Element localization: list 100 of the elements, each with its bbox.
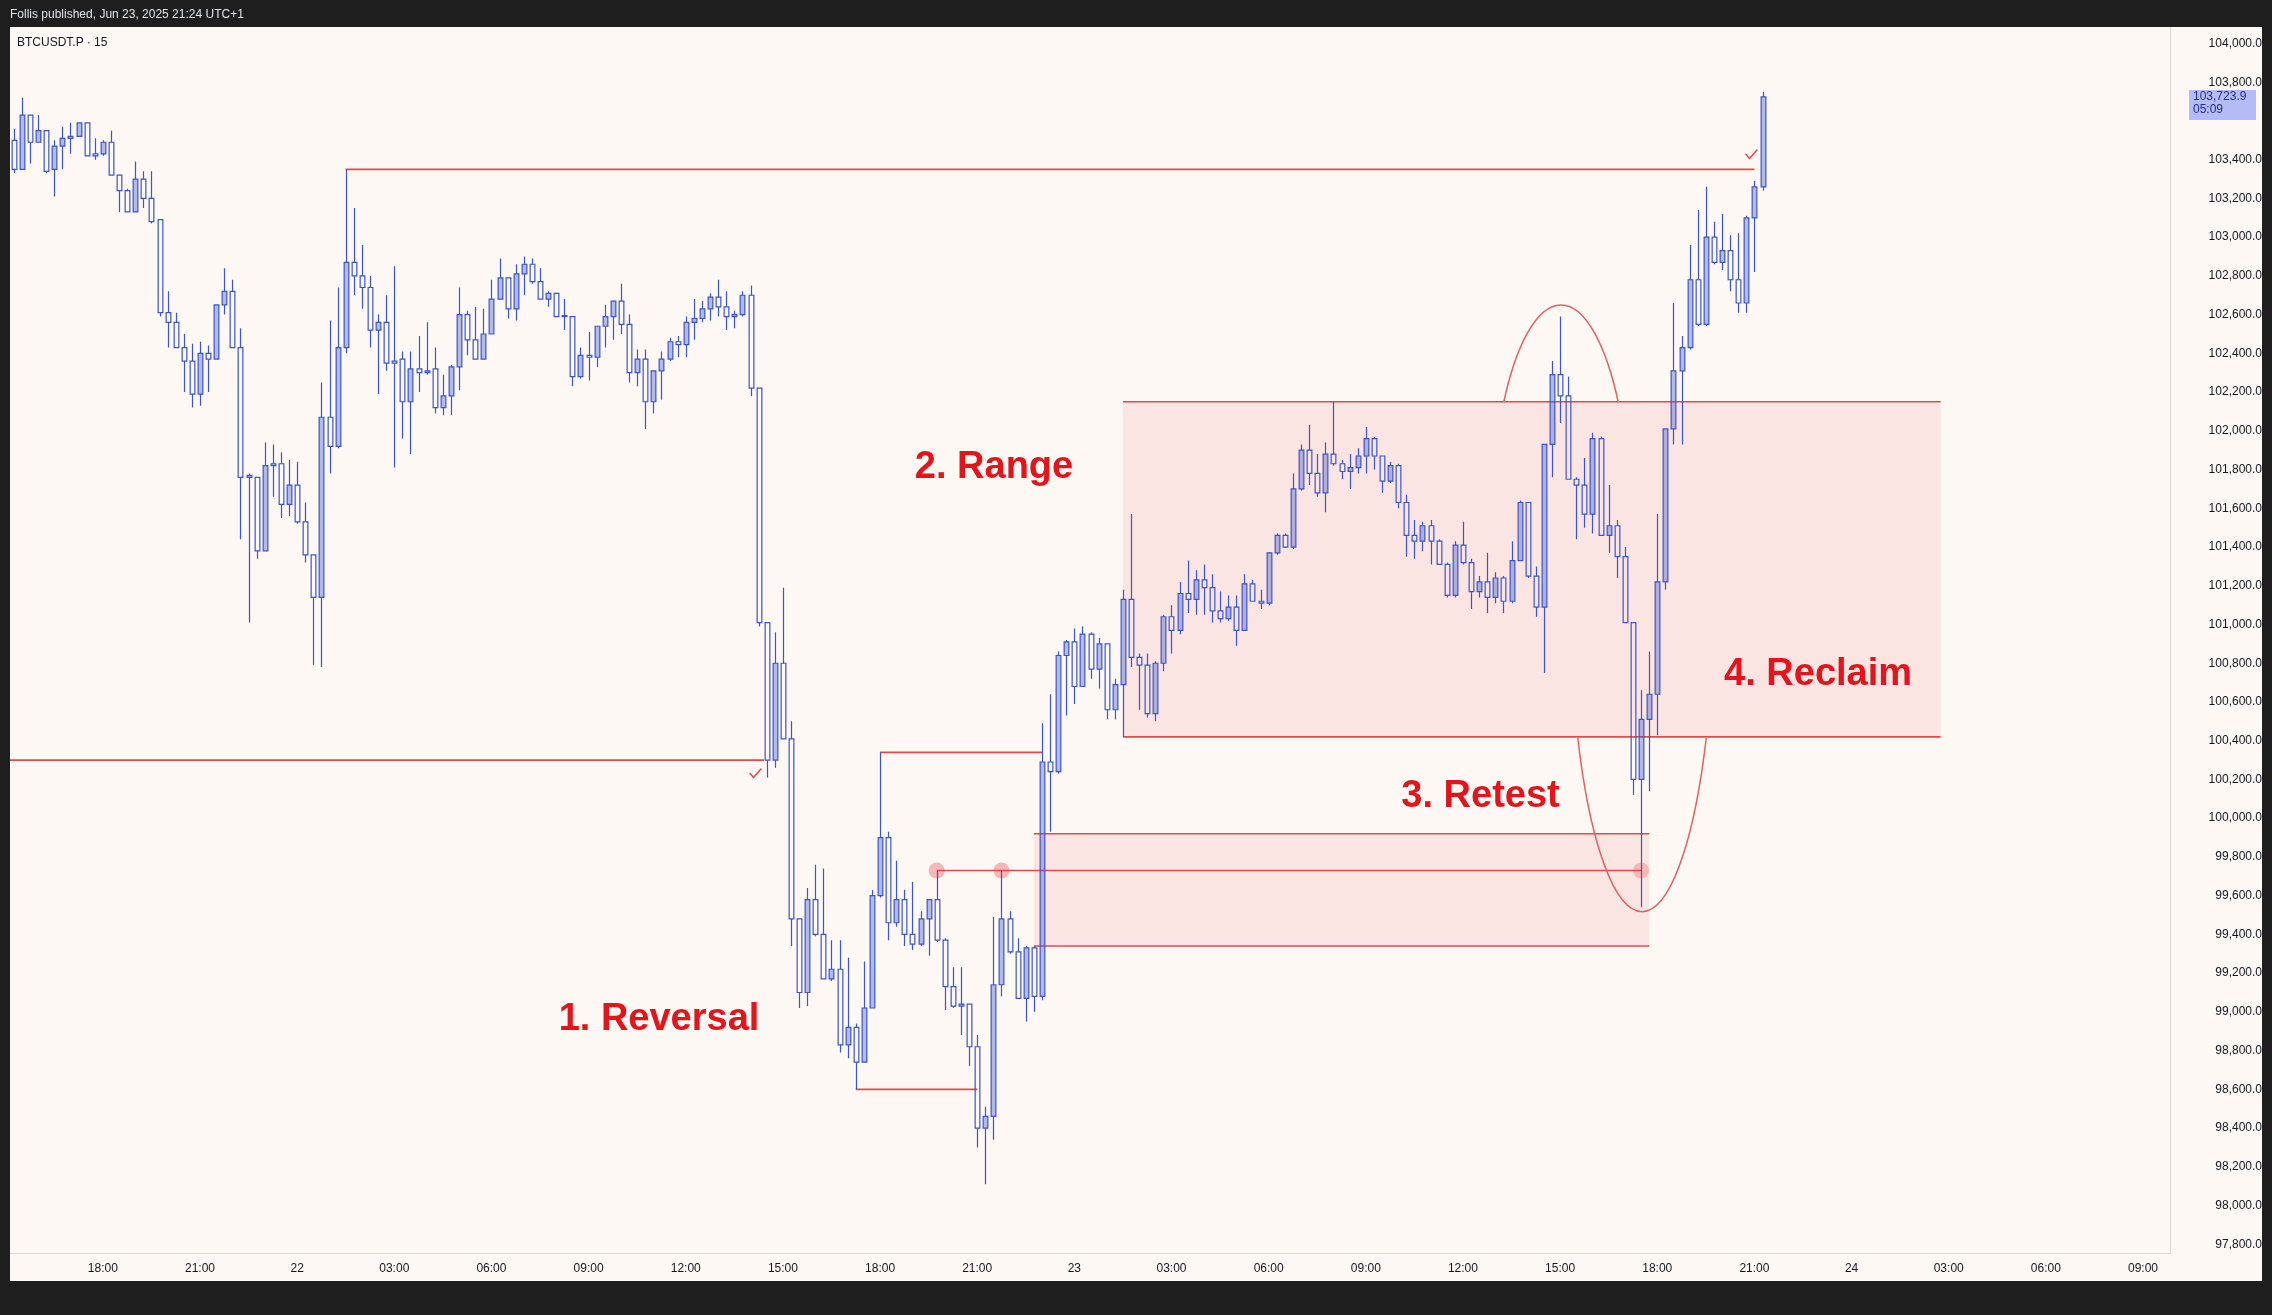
y-tick-label: 101,600.0	[2208, 500, 2263, 515]
candlestick	[359, 244, 366, 310]
x-tick-label: 09:00	[1350, 1260, 1382, 1275]
y-tick-label: 102,600.0	[2208, 306, 2263, 321]
x-tick-label: 22	[290, 1260, 305, 1275]
annotation: 4. Reclaim	[1724, 651, 1913, 694]
candlestick	[934, 869, 941, 943]
candlestick	[1047, 693, 1054, 833]
candlestick	[1735, 232, 1742, 314]
candlestick	[189, 343, 196, 409]
candlestick	[1233, 594, 1240, 647]
candlestick	[715, 279, 722, 318]
candlestick	[278, 451, 285, 519]
y-tick-label: 98,000.0	[2215, 1197, 2263, 1212]
candlestick	[399, 350, 406, 440]
x-tick-label: 15:00	[767, 1260, 799, 1275]
candlestick	[853, 1022, 860, 1090]
candlestick	[1168, 604, 1175, 655]
candlestick	[1201, 563, 1208, 616]
x-tick-label: 09:00	[2128, 1260, 2159, 1275]
y-tick-label: 99,400.0	[2215, 926, 2263, 941]
candlestick	[1557, 315, 1564, 424]
y-tick-label: 101,800.0	[2208, 461, 2263, 476]
y-tick-label: 102,800.0	[2208, 268, 2263, 283]
candlestick	[642, 348, 649, 430]
y-tick-label: 100,800.0	[2208, 655, 2263, 670]
y-tick-label: 98,800.0	[2215, 1042, 2263, 1057]
candlestick	[116, 174, 123, 213]
y-tick-label: 104,000.0	[2208, 35, 2263, 50]
candlestick	[294, 461, 301, 525]
x-tick-label: 21:00	[962, 1260, 993, 1275]
y-tick-label: 98,600.0	[2215, 1081, 2263, 1096]
y-tick-label: 101,200.0	[2208, 578, 2263, 593]
y-tick-label: 100,000.0	[2208, 810, 2263, 825]
y-tick-label: 100,600.0	[2208, 694, 2263, 709]
candlestick	[885, 831, 892, 941]
x-tick-label: 15:00	[1545, 1260, 1576, 1275]
candlestick	[1460, 521, 1467, 566]
candlestick	[1565, 375, 1572, 480]
candlestick	[788, 720, 795, 947]
x-tick-label: 06:00	[1253, 1260, 1284, 1275]
x-tick-label: 03:00	[1933, 1260, 1965, 1275]
candlestick	[820, 867, 827, 980]
text: 103,723.9 05:09	[2193, 89, 2247, 117]
candlestick	[1136, 652, 1143, 711]
y-tick-label: 102,400.0	[2208, 345, 2263, 360]
y-tick-label: 98,400.0	[2215, 1120, 2263, 1135]
candlestick	[391, 265, 398, 469]
y-tick-label: 103,800.0	[2208, 74, 2263, 89]
candlestick	[1428, 519, 1435, 566]
y-tick-label: 99,200.0	[2215, 965, 2263, 980]
candlestick	[1468, 558, 1475, 610]
candlestick	[1436, 538, 1443, 566]
y-tick-label: 101,000.0	[2208, 616, 2263, 631]
y-tick-label: 103,200.0	[2208, 190, 2263, 205]
candlestick	[205, 345, 212, 393]
candlestick	[950, 966, 957, 1009]
y-tick-label: 99,000.0	[2215, 1004, 2263, 1019]
x-tick-label: 12:00	[670, 1260, 702, 1275]
candlestick	[966, 1003, 973, 1067]
x-tick-label: 18:00	[865, 1260, 896, 1275]
candlestick	[618, 283, 625, 335]
x-tick-label: 24	[1844, 1260, 1859, 1275]
x-tick-label: 06:00	[2030, 1260, 2062, 1275]
y-tick-label: 101,400.0	[2208, 539, 2263, 554]
candlestick	[1217, 590, 1224, 624]
candlestick	[432, 346, 439, 414]
candlestick	[148, 170, 155, 225]
annotation: 1. Reversal	[558, 996, 760, 1039]
candlestick	[1209, 573, 1216, 624]
x-tick-label: 21:00	[1739, 1260, 1770, 1275]
x-tick-label: 09:00	[573, 1260, 604, 1275]
candlestick	[1533, 565, 1540, 618]
x-tick-label: 03:00	[379, 1260, 410, 1275]
y-tick-label: 103,000.0	[2208, 229, 2263, 244]
y-tick-label: 99,600.0	[2215, 887, 2263, 902]
y-tick-label: 100,400.0	[2208, 733, 2263, 748]
candlestick	[837, 939, 844, 1054]
x-tick-label: 03:00	[1156, 1260, 1187, 1275]
candlestick	[1314, 453, 1321, 498]
candlestick	[1573, 476, 1580, 540]
candlestick	[367, 275, 374, 349]
candlestick	[1306, 424, 1313, 486]
candlestick	[1727, 234, 1734, 292]
candlestick	[1403, 494, 1410, 558]
candlestick	[310, 554, 317, 666]
candlestick	[327, 319, 334, 475]
candlestick	[1185, 559, 1192, 614]
candlestick	[723, 290, 730, 331]
y-tick-label: 97,800.0	[2215, 1236, 2263, 1251]
candlestick	[901, 889, 908, 947]
candlestick	[181, 333, 188, 393]
candlestick	[626, 314, 633, 383]
y-tick-label: 103,400.0	[2208, 151, 2263, 166]
candlestick	[1411, 519, 1418, 560]
x-tick-label: 23	[1067, 1260, 1082, 1275]
candlestick	[1330, 401, 1337, 467]
x-tick-label: 12:00	[1447, 1260, 1479, 1275]
annotation: 3. Retest	[1401, 773, 1561, 816]
candlestick	[351, 207, 358, 296]
